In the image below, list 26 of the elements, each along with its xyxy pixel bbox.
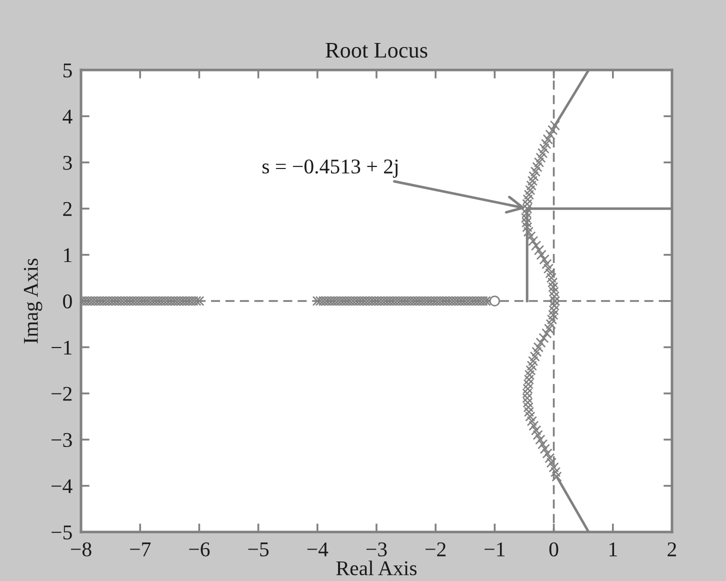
x-tick-label: −1 <box>484 542 505 556</box>
x-tick-label: 2 <box>668 542 676 556</box>
y-tick-label: −1 <box>52 340 72 354</box>
y-tick-label: 4 <box>62 110 72 124</box>
y-axis-title: Imag Axis <box>24 258 42 344</box>
y-tick-label: 5 <box>63 64 72 78</box>
x-axis-title: Real Axis <box>336 560 417 576</box>
x-tick-label: −8 <box>70 542 92 556</box>
x-tick-label: −7 <box>130 542 151 556</box>
x-tick-label: −5 <box>248 542 269 556</box>
x-tick-label: −2 <box>426 542 446 556</box>
annotation: s = −0.4513 + 2j <box>262 159 398 178</box>
y-tick-label: 3 <box>63 156 72 170</box>
y-tick-label: −5 <box>52 526 72 540</box>
y-tick-label: −2 <box>52 386 72 401</box>
x-tick-label: −6 <box>189 542 210 556</box>
y-tick-label: 0 <box>63 294 72 308</box>
y-tick-label: −3 <box>52 433 72 448</box>
x-tick-label: −4 <box>307 542 328 556</box>
x-tick-label: −3 <box>366 542 387 556</box>
chart-title: Root Locus <box>326 42 428 58</box>
x-tick-label: 0 <box>549 542 558 556</box>
y-tick-label: −4 <box>52 479 72 494</box>
x-tick-label: 1 <box>610 542 617 556</box>
y-tick-label: 1 <box>64 248 72 262</box>
y-tick-label: 2 <box>63 202 72 216</box>
